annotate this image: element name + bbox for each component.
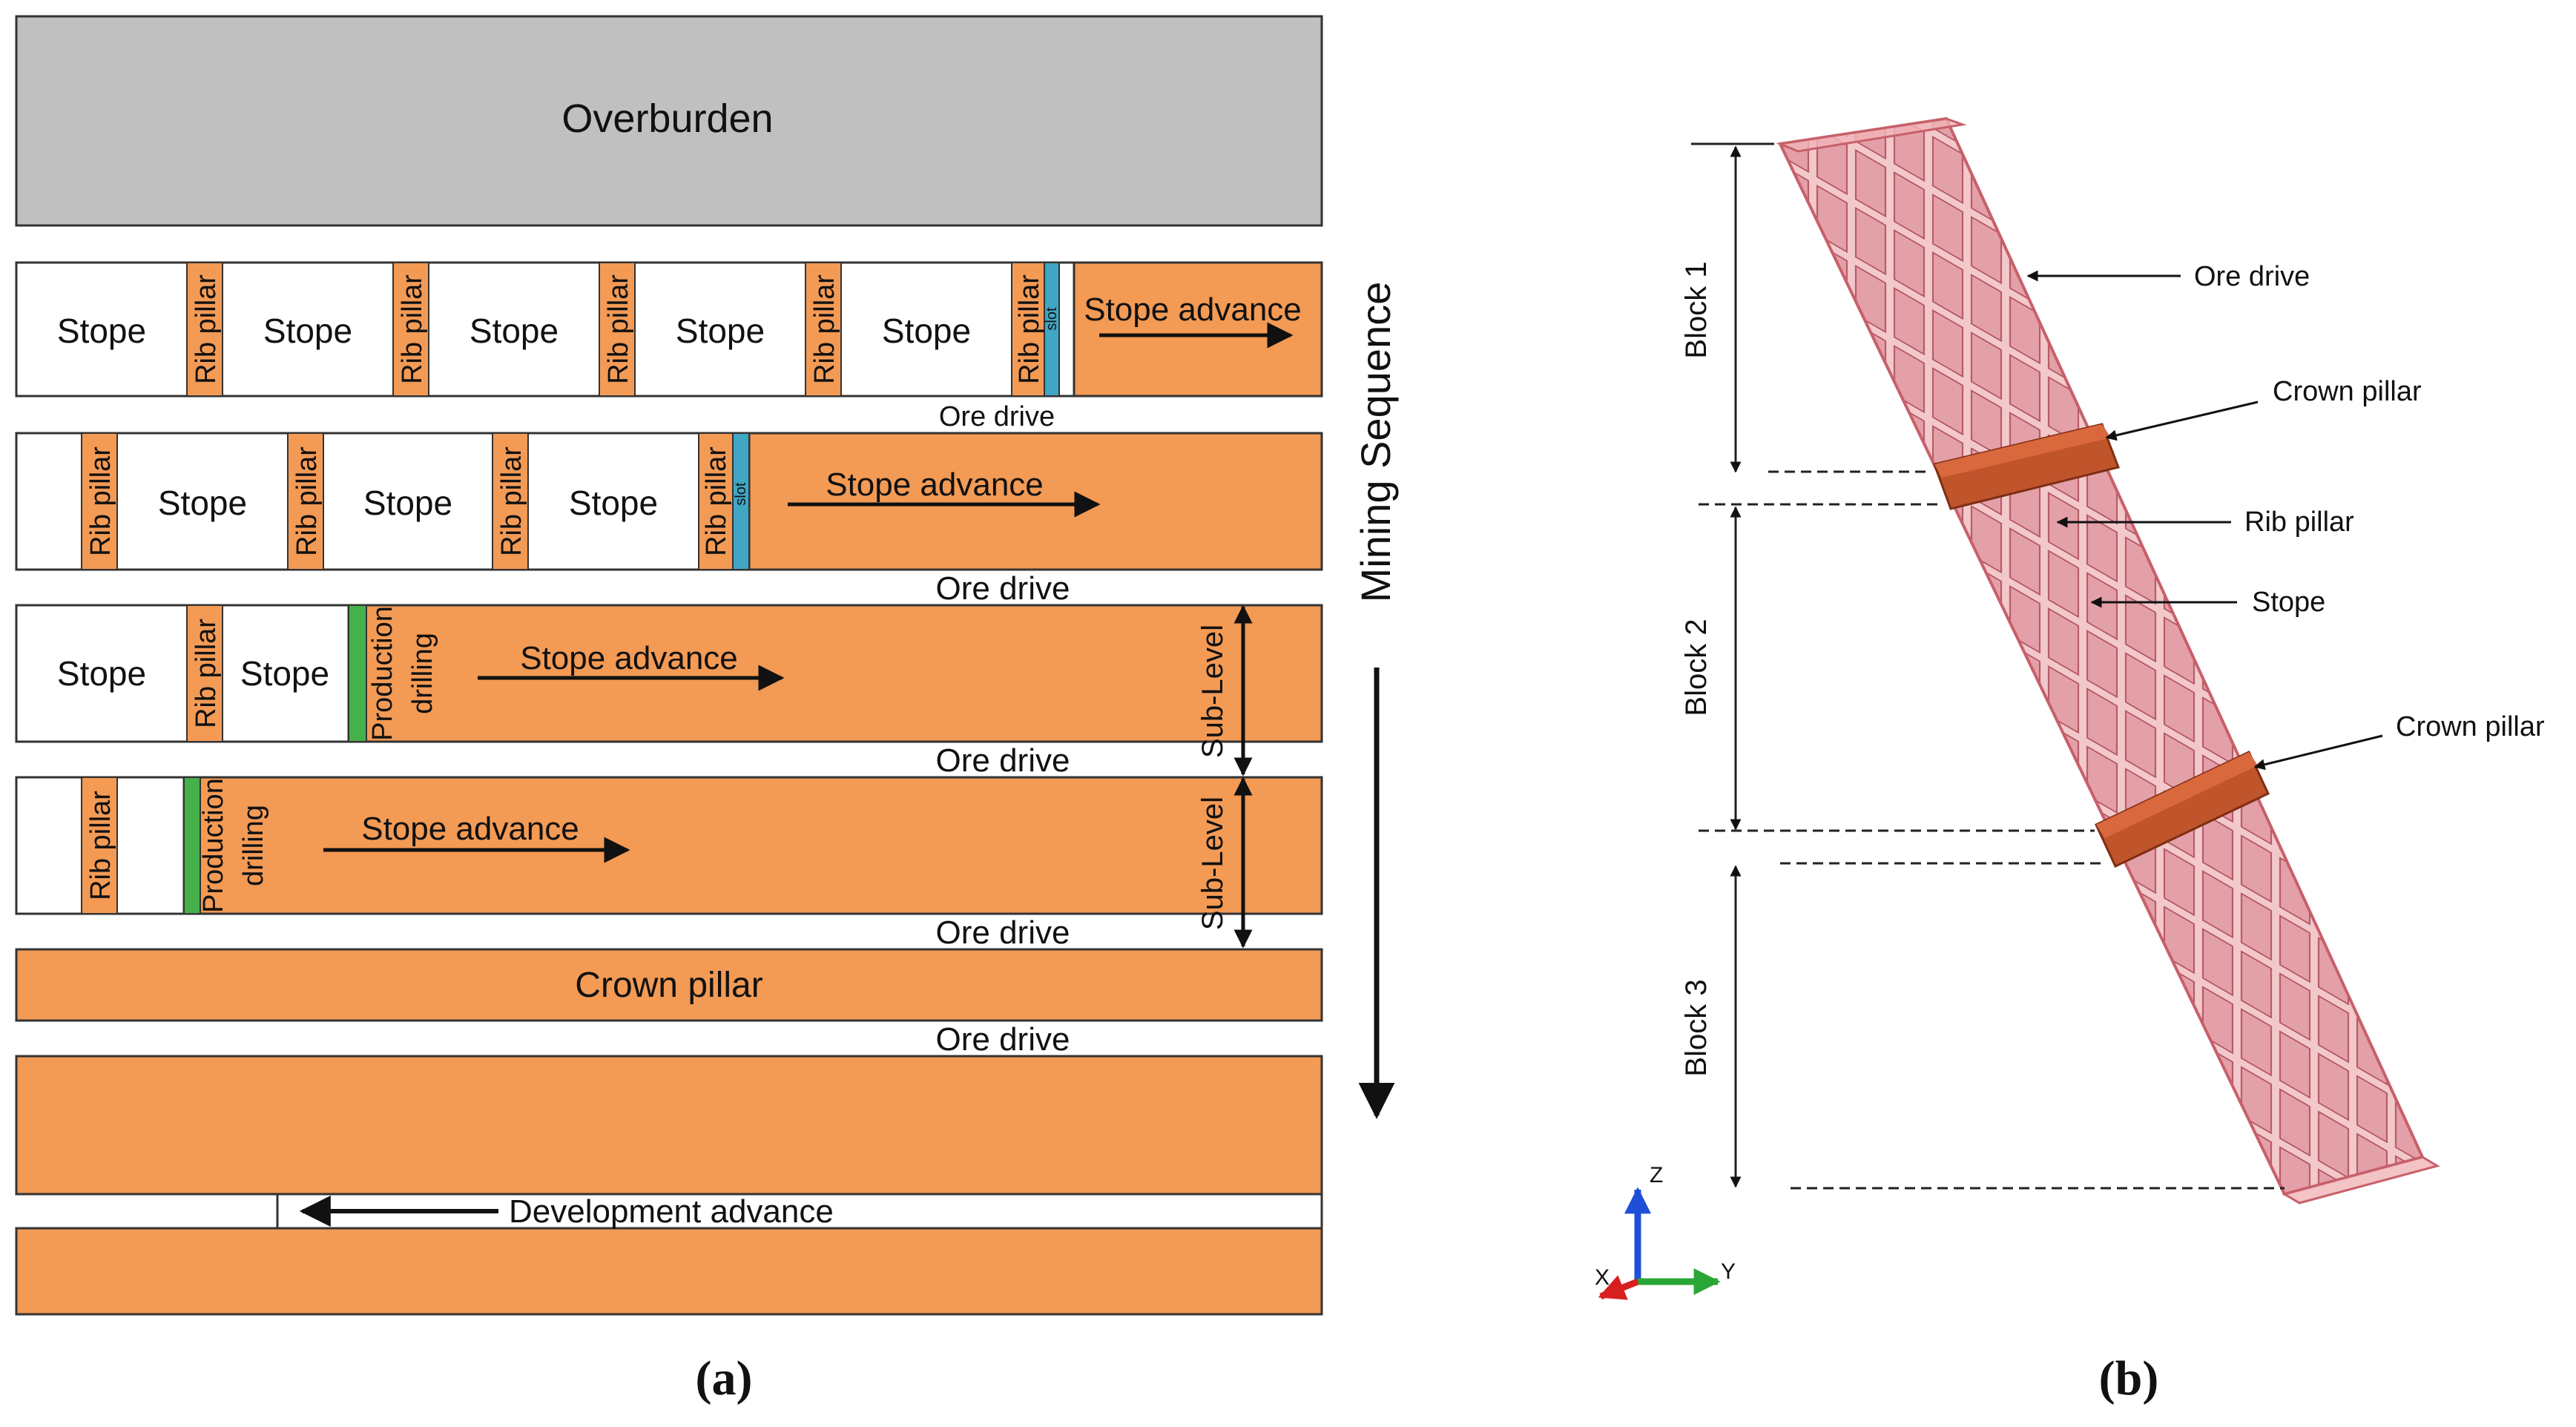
production-drilling-label: drilling bbox=[407, 633, 438, 714]
ore-drive-label: Ore drive bbox=[936, 914, 1070, 951]
overburden-layer bbox=[15, 15, 1323, 227]
mining-sequence-label: Mining Sequence bbox=[1352, 282, 1399, 603]
production-drilling-band bbox=[183, 777, 201, 914]
stope-label: Stope bbox=[158, 484, 247, 522]
crown-pillar-block bbox=[2096, 752, 2258, 838]
stope-label: Stope bbox=[676, 312, 765, 350]
lower-ore-body bbox=[15, 1227, 1323, 1316]
rib-pillar-label: Rib pillar bbox=[397, 274, 428, 384]
crown-pillar-block bbox=[1934, 424, 2111, 478]
slot-label: slot bbox=[1044, 307, 1060, 331]
stope-label: Stope bbox=[363, 484, 452, 522]
axis-z-label: Z bbox=[1650, 1163, 1663, 1187]
sublevel-row-1: Stope Stope Stope Stope Stope Rib pillar… bbox=[15, 261, 1323, 432]
rib-pillar-label: Rib pillar bbox=[291, 446, 323, 556]
stope-label: Stope bbox=[57, 654, 146, 693]
caption-a: (a) bbox=[696, 1351, 753, 1405]
rib-pillar-label: Rib pillar bbox=[496, 446, 527, 556]
rib-pillar-label: Rib pillar bbox=[1014, 274, 1045, 384]
production-drilling-label: drilling bbox=[238, 805, 269, 886]
lower-ore-body bbox=[15, 1055, 1323, 1196]
block-1-label: Block 1 bbox=[1680, 261, 1713, 358]
stope-label: Stope bbox=[263, 312, 352, 350]
block-2-label: Block 2 bbox=[1680, 619, 1713, 716]
stope-callout-label: Stope bbox=[2252, 587, 2325, 618]
rib-pillar-label: Rib pillar bbox=[809, 274, 840, 384]
rib-pillar-label: Rib pillar bbox=[191, 619, 222, 728]
stope-label: Stope bbox=[240, 654, 329, 693]
stope-advance-label: Stope advance bbox=[1084, 291, 1302, 328]
sub-level-label: Sub-Level bbox=[1196, 797, 1229, 930]
rib-pillar-label: Rib pillar bbox=[603, 274, 634, 384]
ore-drive-label: Ore drive bbox=[936, 570, 1070, 607]
stope-label: Stope bbox=[569, 484, 658, 522]
ore-body bbox=[1778, 116, 2425, 1196]
production-drilling-label: Production bbox=[367, 606, 398, 741]
production-drilling-label: Production bbox=[198, 778, 229, 913]
rib-pillar-label: Rib pillar bbox=[85, 446, 116, 556]
sub-level-label: Sub-Level bbox=[1196, 624, 1229, 758]
sublevel-row-4: Rib pillar Production drilling Stope adv… bbox=[15, 776, 1323, 951]
ore-drive-label: Ore drive bbox=[936, 1021, 1070, 1058]
stope-label: Stope bbox=[57, 312, 146, 350]
axis-x-arrow bbox=[1598, 1275, 1639, 1300]
stope-advance-label: Stope advance bbox=[826, 467, 1044, 503]
development-advance-label: Development advance bbox=[509, 1193, 834, 1230]
sublevel-row-3: Stope Stope Rib pillar Production drilli… bbox=[15, 604, 1323, 779]
stope-label: Stope bbox=[882, 312, 971, 350]
block-3-label: Block 3 bbox=[1680, 979, 1713, 1076]
crown-pillar-callout-label: Crown pillar bbox=[2396, 711, 2545, 742]
crown-pillar bbox=[15, 948, 1323, 1022]
axis-triad: Z Y X bbox=[1595, 1163, 1736, 1300]
stope-advance-label: Stope advance bbox=[520, 640, 738, 676]
axis-y-label: Y bbox=[1721, 1259, 1736, 1284]
production-drilling-band bbox=[348, 604, 367, 742]
ore-drive-callout-label: Ore drive bbox=[2194, 261, 2310, 292]
crown-pillar-label: Crown pillar bbox=[575, 966, 762, 1005]
rib-pillar-label: Rib pillar bbox=[85, 791, 116, 900]
caption-b: (b) bbox=[2099, 1351, 2159, 1405]
rib-pillar-label: Rib pillar bbox=[191, 274, 222, 384]
stope-label: Stope bbox=[470, 312, 559, 350]
callout-crown-pillar bbox=[2253, 734, 2383, 771]
ore-drive-label: Ore drive bbox=[936, 742, 1070, 779]
ore-drive-label: Ore drive bbox=[939, 401, 1055, 432]
overburden-label: Overburden bbox=[561, 96, 773, 141]
sublevel-row-2: Stope Stope Stope Rib pillar Rib pillar … bbox=[15, 432, 1323, 607]
slot-label: slot bbox=[733, 482, 749, 506]
ore-body-model bbox=[1776, 116, 2440, 1204]
callout-crown-pillar bbox=[2105, 401, 2259, 441]
rib-pillar-label: Rib pillar bbox=[701, 446, 732, 556]
rib-pillar-callout-label: Rib pillar bbox=[2244, 507, 2354, 538]
panel-b: Block 1 Block 2 Block 3 Ore drive Crown … bbox=[1595, 116, 2545, 1405]
stope-advance-label: Stope advance bbox=[361, 811, 579, 847]
axis-x-label: X bbox=[1595, 1265, 1610, 1290]
crown-pillar-callout-label: Crown pillar bbox=[2273, 376, 2422, 407]
panel-a: Overburden Stope Stope Stope Stope Stope… bbox=[15, 15, 1399, 1405]
